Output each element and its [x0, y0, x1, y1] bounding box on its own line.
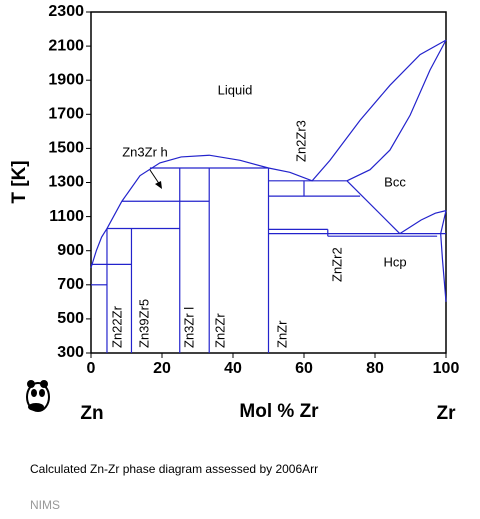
y-tick-label: 1500 [48, 140, 84, 157]
phase-label: Zn2Zr3 [293, 120, 308, 162]
x-tick-label: 0 [87, 360, 96, 377]
x-axis-label: Mol % Zr [239, 401, 319, 422]
y-tick-label: 1300 [48, 174, 84, 191]
y-tick-label: 900 [57, 242, 84, 259]
y-tick-label: 2300 [48, 3, 84, 20]
phase-label: Liquid [218, 82, 253, 97]
source: NIMS [30, 498, 60, 512]
phase-label: Zn3Zr h [122, 144, 168, 159]
y-tick-label: 500 [57, 310, 84, 327]
y-tick-label: 1900 [48, 71, 84, 88]
y-tick-label: 700 [57, 276, 84, 293]
phase-label: Zn39Zr5 [136, 299, 151, 348]
phase-label: Bcc [384, 174, 406, 189]
phase-boundary [90, 39, 447, 268]
phase-boundary [440, 210, 447, 302]
x-tick-label: 80 [366, 360, 384, 377]
label-arrowhead [155, 181, 162, 189]
caption: Calculated Zn-Zr phase diagram assessed … [30, 462, 318, 476]
phase-boundary [399, 210, 447, 235]
phase-label: Zn2Zr [212, 313, 227, 348]
x-tick-label: 20 [153, 360, 171, 377]
left-element: Zn [80, 403, 103, 424]
phase-label: Hcp [383, 254, 406, 269]
y-axis-label: T [K] [9, 160, 30, 203]
phase-label: ZnZr [274, 320, 289, 348]
y-tick-label: 1700 [48, 106, 84, 123]
phase-label: Zn3Zr l [181, 307, 196, 348]
x-tick-label: 40 [224, 360, 242, 377]
y-tick-label: 300 [57, 344, 84, 361]
phase-boundary [346, 39, 447, 182]
panda-icon [26, 380, 50, 412]
phase-boundary [346, 180, 401, 235]
x-tick-label: 60 [295, 360, 313, 377]
x-tick-label: 100 [433, 360, 460, 377]
right-element: Zr [437, 403, 457, 424]
y-tick-label: 2100 [48, 37, 84, 54]
phase-label: Zn22Zr [109, 305, 124, 348]
phase-label: ZnZr2 [329, 247, 344, 282]
y-tick-label: 1100 [49, 208, 84, 225]
